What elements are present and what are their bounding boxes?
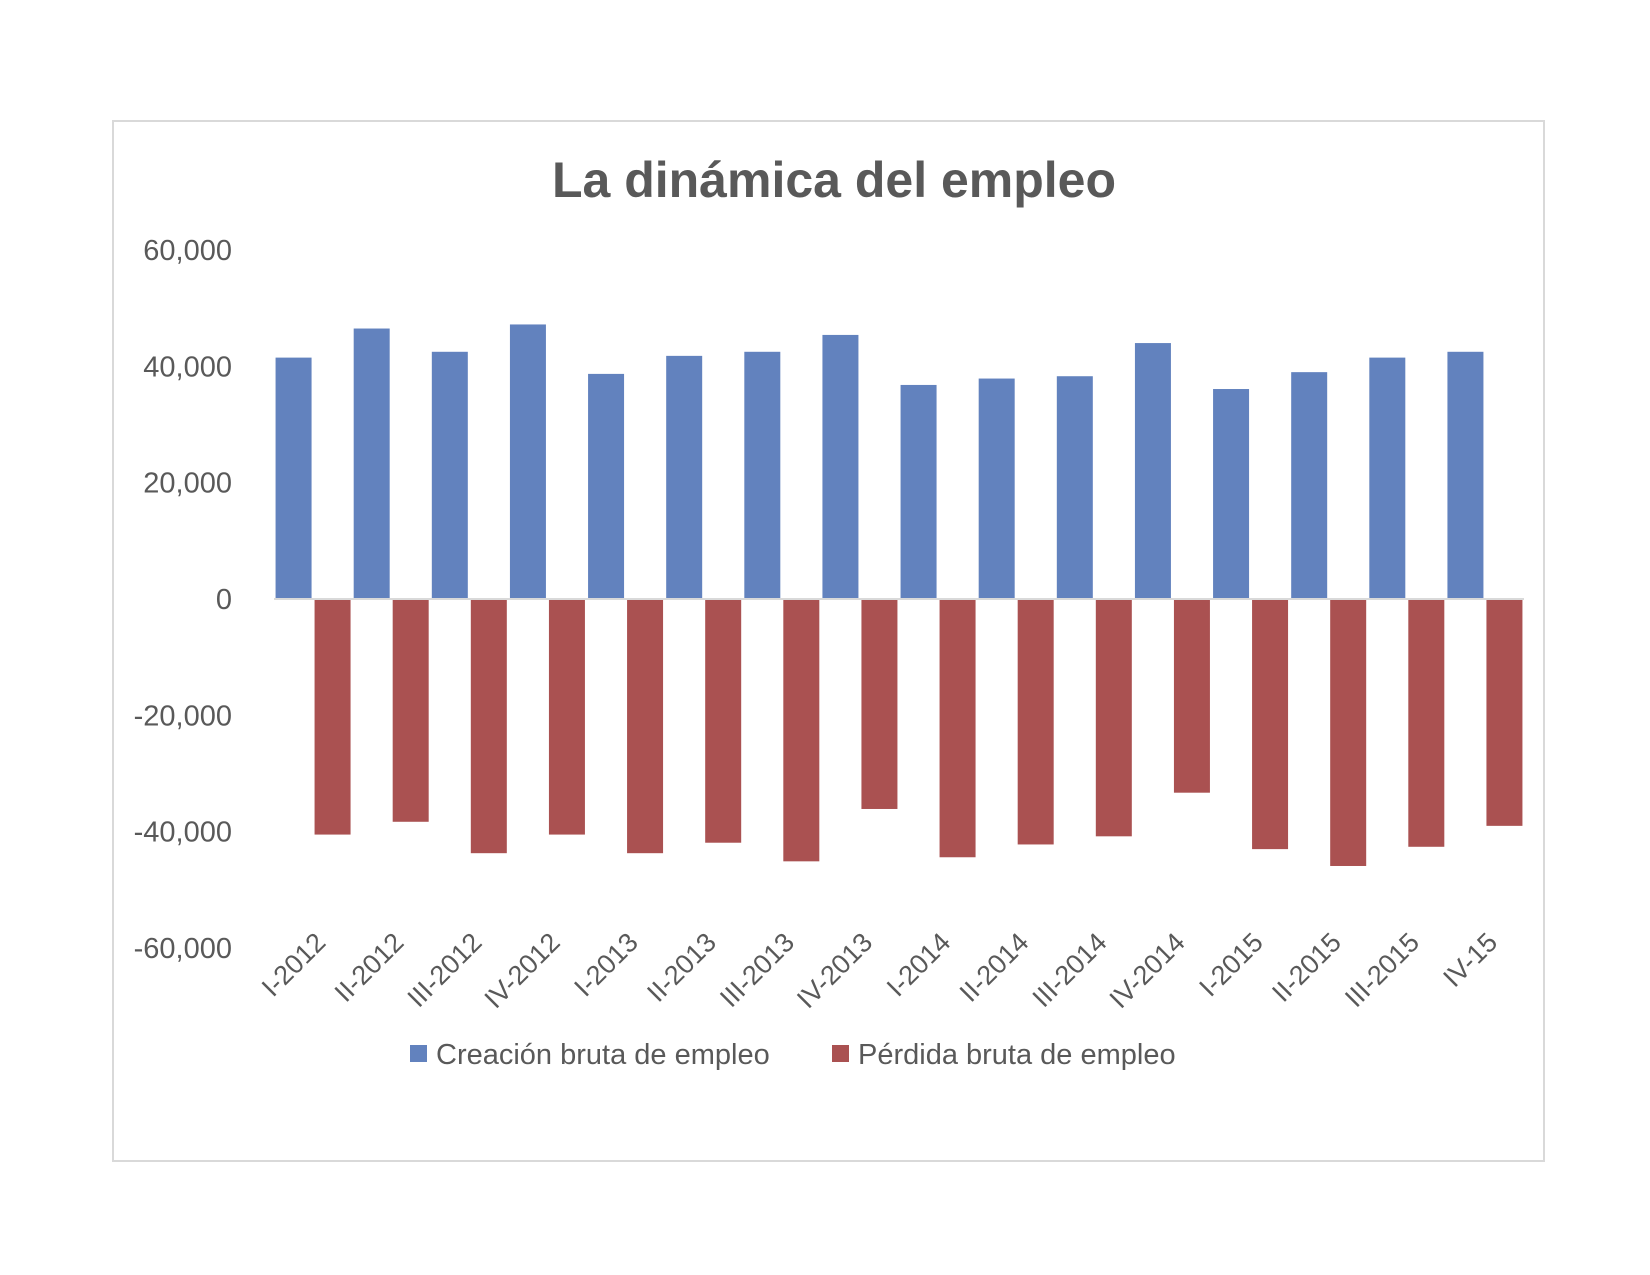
chart-svg: La dinámica del empleo 60,000 40,000 20,00… xyxy=(134,152,1524,1071)
bar-perdida xyxy=(939,599,976,858)
x-tick-label: IV-2014 xyxy=(1104,927,1191,1014)
bar-perdida xyxy=(1095,599,1132,837)
x-tick-label: III-2014 xyxy=(1027,927,1113,1013)
y-tick-label: 40,000 xyxy=(143,351,232,383)
legend: Creación bruta de empleo Pérdida bruta de… xyxy=(410,1039,1176,1071)
bar-creacion xyxy=(744,351,781,599)
bar-perdida xyxy=(861,599,898,809)
chart-frame: La dinámica del empleo 60,000 40,000 20,00… xyxy=(112,120,1545,1162)
bar-perdida xyxy=(314,599,351,835)
bar-creacion xyxy=(1213,389,1250,599)
x-tick-label: I-2014 xyxy=(881,927,956,1002)
x-tick-label: I-2015 xyxy=(1193,927,1268,1002)
legend-label: Creación bruta de empleo xyxy=(436,1039,770,1071)
y-tick-label: 60,000 xyxy=(143,235,232,267)
bar-creacion xyxy=(1291,372,1328,599)
y-tick-label: -40,000 xyxy=(134,817,232,849)
bar-perdida xyxy=(392,599,429,822)
bar-perdida xyxy=(470,599,507,854)
bar-creacion xyxy=(509,324,546,599)
bar-perdida xyxy=(627,599,664,854)
bar-perdida xyxy=(1330,599,1367,866)
bar-perdida xyxy=(1408,599,1445,847)
bar-creacion xyxy=(1447,351,1484,599)
bar-perdida xyxy=(1173,599,1210,793)
x-tick-label: II-2015 xyxy=(1266,927,1347,1008)
bar-creacion xyxy=(1369,357,1406,599)
legend-swatch xyxy=(410,1045,427,1062)
legend-swatch xyxy=(832,1045,849,1062)
bar-creacion xyxy=(353,328,390,599)
x-tick-label: III-2013 xyxy=(714,927,800,1013)
bar-creacion xyxy=(978,378,1015,599)
x-tick-label: III-2015 xyxy=(1339,927,1425,1013)
x-tick-label: III-2012 xyxy=(402,927,488,1013)
x-tick-label: II-2013 xyxy=(641,927,722,1008)
bar-perdida xyxy=(1252,599,1289,850)
bar-creacion xyxy=(666,355,703,599)
bar-perdida xyxy=(1017,599,1054,845)
bar-perdida xyxy=(705,599,742,843)
bar-creacion xyxy=(822,334,859,599)
x-tick-label: IV-15 xyxy=(1437,927,1503,993)
y-tick-label: 0 xyxy=(216,584,232,616)
bar-perdida xyxy=(548,599,585,835)
chart-title: La dinámica del empleo xyxy=(552,152,1116,208)
bar-creacion xyxy=(588,373,625,599)
bar-creacion xyxy=(431,351,468,599)
x-tick-label: II-2014 xyxy=(954,927,1035,1008)
y-tick-label: -60,000 xyxy=(134,933,232,965)
bar-creacion xyxy=(1134,343,1171,599)
x-tick-label: IV-2012 xyxy=(479,927,566,1014)
bar-creacion xyxy=(900,384,937,599)
y-axis-ticks: 60,000 40,000 20,000 0 -20,000 -40,000 -60,000 xyxy=(134,235,232,965)
bar-creacion xyxy=(275,357,312,599)
bar-creacion xyxy=(1056,376,1093,599)
bar-perdida xyxy=(1486,599,1523,826)
x-tick-label: IV-2013 xyxy=(791,927,878,1014)
y-tick-label: -20,000 xyxy=(134,700,232,732)
x-tick-label: I-2013 xyxy=(568,927,643,1002)
x-tick-label: II-2012 xyxy=(329,927,410,1008)
legend-label: Pérdida bruta de empleo xyxy=(858,1039,1176,1071)
bars xyxy=(275,324,1523,866)
y-tick-label: 20,000 xyxy=(143,468,232,500)
x-tick-label: I-2012 xyxy=(256,927,331,1002)
bar-perdida xyxy=(783,599,820,862)
